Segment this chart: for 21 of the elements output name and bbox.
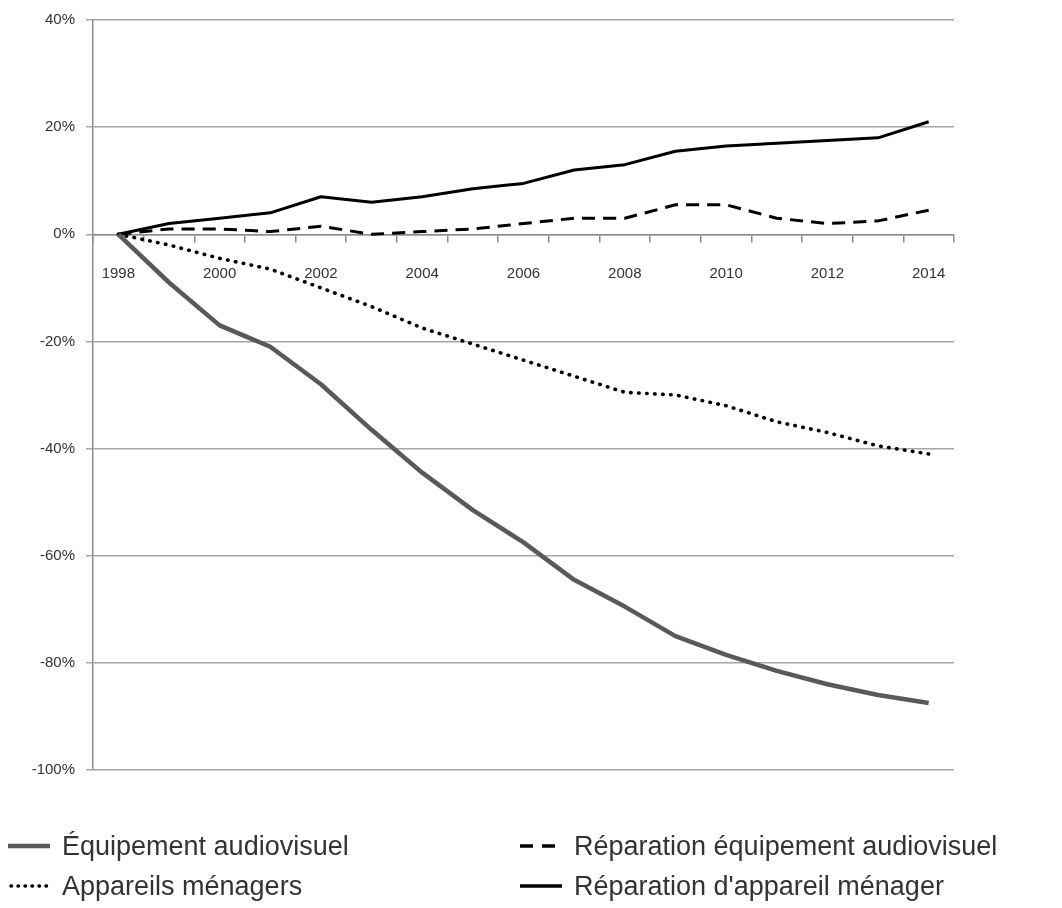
legend-label: Réparation d'appareil ménager (574, 870, 944, 902)
y-tick-label: 0% (53, 224, 75, 242)
x-tick-label: 2008 (608, 264, 642, 282)
y-tick-label: 40% (44, 10, 75, 28)
x-tick-label: 2006 (506, 264, 541, 282)
x-tick-label: 2004 (405, 264, 439, 282)
legend-label: Réparation équipement audiovisuel (574, 830, 998, 862)
y-tick-label: -60% (39, 545, 75, 563)
x-tick-label: 2012 (810, 264, 845, 282)
y-tick-label: -80% (39, 653, 75, 670)
x-tick-label: 2014 (911, 264, 946, 282)
legend-label: Équipement audiovisuel (62, 830, 349, 862)
x-tick-label: 2002 (304, 264, 338, 282)
y-tick-label: -40% (39, 438, 75, 456)
x-tick-label: 1998 (101, 264, 136, 282)
legend-label: Appareils ménagers (62, 870, 303, 902)
y-tick-label: 20% (44, 117, 75, 135)
y-tick-label: -100% (31, 760, 75, 778)
y-tick-label: -20% (39, 331, 75, 349)
x-tick-label: 2000 (202, 264, 237, 282)
x-tick-label: 2010 (709, 264, 743, 282)
